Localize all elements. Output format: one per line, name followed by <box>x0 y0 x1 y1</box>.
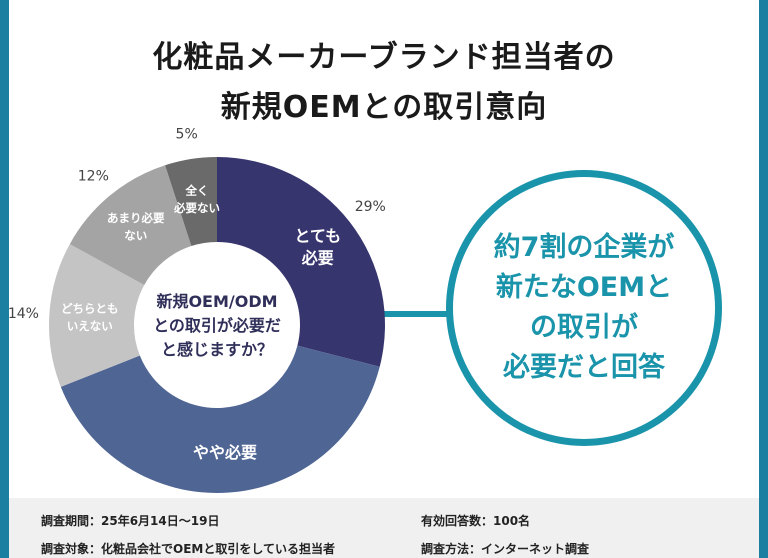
donut-slice-2 <box>60 345 380 493</box>
slice-label-3-line-1: どちらとも <box>61 301 119 315</box>
slice-label-4-line-2: ない <box>124 229 147 243</box>
slice-label-5-line-2: 必要ない <box>173 201 220 215</box>
callout-connector <box>372 311 452 317</box>
donut-slice-5 <box>165 156 217 247</box>
center-label-line-2: との取引が必要だ <box>153 316 281 335</box>
survey-period: 調査期間：25年6月14日〜19日 <box>41 514 220 528</box>
callout-text: 約7割の企業が 新たなOEMと の取引が 必要だと回答 <box>493 232 675 383</box>
slice-percent-5: 5% <box>176 126 198 142</box>
slice-label-3-line-2: いえない <box>67 319 113 333</box>
donut-chart: とても必要29%やや必要40%どちらともいえない14%あまり必要ない12%全く必… <box>9 126 386 493</box>
slice-percent-3: 14% <box>9 306 39 322</box>
slice-label-5-line-1: 全く <box>185 183 209 197</box>
title-line-1: 化粧品メーカーブランド担当者の <box>152 40 616 75</box>
slice-label-1-line-1: とても <box>294 226 341 245</box>
donut-slice-3 <box>49 244 145 387</box>
survey-footer: 調査期間：25年6月14日〜19日 有効回答数：100名 調査対象：化粧品会社で… <box>9 498 759 558</box>
center-label-line-3: と感じますか？ <box>161 340 273 359</box>
survey-target: 調査対象：化粧品会社でOEMと取引をしている担当者 <box>41 542 335 556</box>
survey-method: 調査方法：インターネット調査 <box>421 542 590 556</box>
infographic-frame: 化粧品メーカーブランド担当者の 新規OEMとの取引意向 とても必要 29% やや必要… <box>9 0 759 558</box>
center-label-line-1: 新規OEM/ODM <box>156 292 277 311</box>
title-line-2: 新規OEMとの取引意向 <box>220 90 548 125</box>
callout-bubble: 約7割の企業が 新たなOEMと の取引が 必要だと回答 <box>446 170 722 446</box>
survey-responses: 有効回答数：100名 <box>421 514 531 528</box>
donut-slice-1 <box>217 157 385 367</box>
slice-percent-4: 12% <box>78 169 109 185</box>
slice-label-1-line-2: 必要 <box>301 248 334 267</box>
slice-percent-1: 29% <box>355 199 386 215</box>
slice-label-2-line-1: やや必要 <box>193 443 257 462</box>
donut-slice-4 <box>69 165 192 286</box>
slice-label-4-line-1: あまり必要 <box>107 211 165 225</box>
